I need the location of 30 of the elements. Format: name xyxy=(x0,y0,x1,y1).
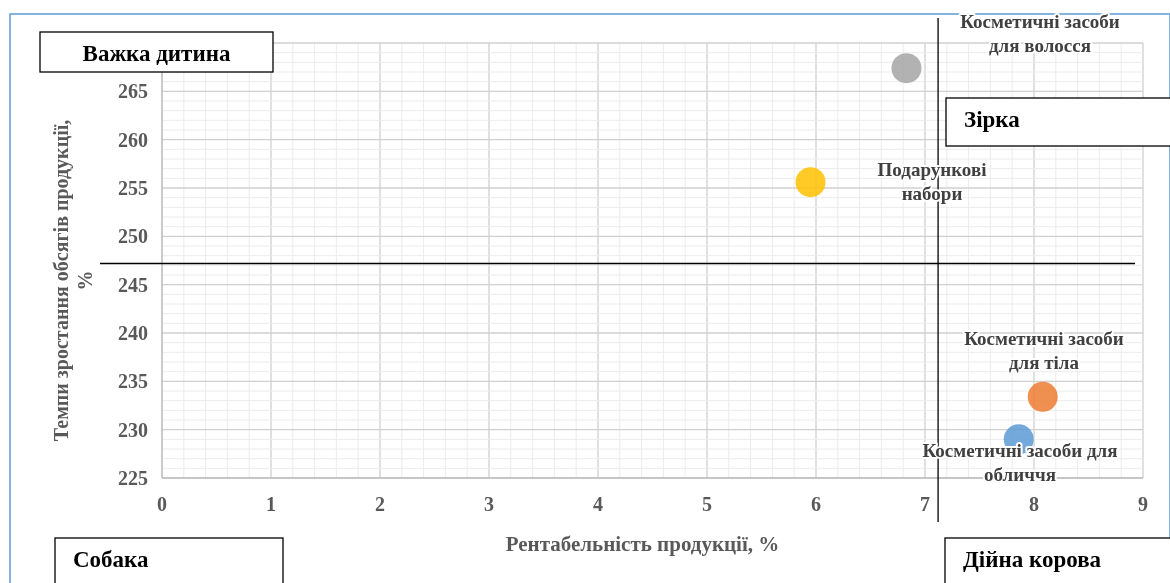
y-tick-label: 250 xyxy=(118,225,148,248)
y-tick-label: 240 xyxy=(118,322,148,344)
point xyxy=(891,53,922,84)
x-axis-title: Рентабельність продукції, % xyxy=(505,532,780,556)
y-tick-label: 265 xyxy=(118,80,148,103)
x-tick-label: 7 xyxy=(920,493,930,515)
annotation: Зірка xyxy=(964,107,1021,132)
y-tick-label: 245 xyxy=(118,273,148,296)
x-tick-label: 1 xyxy=(266,493,276,515)
y-axis-title: Темпи зростання обсягів продукції, % xyxy=(50,119,96,442)
point xyxy=(795,167,826,198)
x-tick-label: 4 xyxy=(593,493,603,515)
x-tick-label: 3 xyxy=(484,493,494,515)
text: Дійна корова xyxy=(963,547,1102,572)
x-tick-label: 8 xyxy=(1029,493,1039,515)
x-tick-label: 0 xyxy=(157,493,167,515)
annotation: Важка дитина xyxy=(82,41,231,66)
x-tick-label: 6 xyxy=(811,493,821,515)
y-tick-label: 260 xyxy=(118,128,148,151)
y-tick-label: 235 xyxy=(118,370,148,393)
y-tick-label: 225 xyxy=(118,467,148,489)
x-tick-label: 5 xyxy=(702,493,712,515)
text: Косметичні засоби для волосся xyxy=(960,11,1120,57)
y-tick-label: 230 xyxy=(118,418,148,441)
text: Собака xyxy=(73,547,150,572)
point xyxy=(1027,381,1058,412)
x-tick-label: 2 xyxy=(375,493,385,515)
series-label: Косметичні засоби для тіла xyxy=(964,327,1124,373)
y-tick-label: 255 xyxy=(118,177,148,199)
x-tick-label: 9 xyxy=(1138,493,1148,515)
